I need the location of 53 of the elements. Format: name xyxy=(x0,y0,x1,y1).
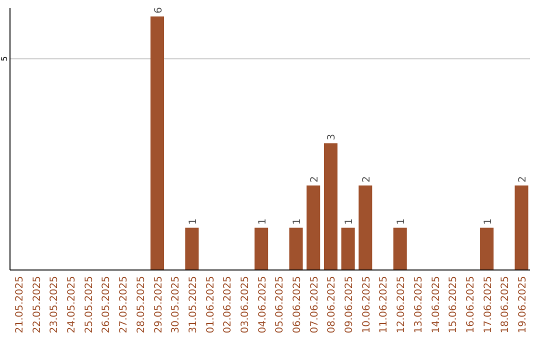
x-tick-label: 22.05.2025 xyxy=(32,276,43,334)
x-tick-label: 29.05.2025 xyxy=(153,276,164,334)
x-tick-label: 30.05.2025 xyxy=(170,276,182,334)
data-label: 1 xyxy=(292,218,304,225)
bar xyxy=(324,143,338,270)
data-label: 6 xyxy=(153,7,164,14)
x-tick-label: 01.06.2025 xyxy=(205,276,216,334)
x-tick-label: 31.05.2025 xyxy=(188,276,199,334)
y-tick-label: 5 xyxy=(0,56,9,62)
x-tick-label: 14.06.2025 xyxy=(430,276,442,334)
x-tick-label: 10.06.2025 xyxy=(361,276,372,334)
x-tick-label: 15.06.2025 xyxy=(448,276,460,334)
x-tick-label: 17.06.2025 xyxy=(482,276,494,334)
data-label: 1 xyxy=(482,218,494,225)
x-tick-label: 13.06.2025 xyxy=(413,276,424,334)
data-label: 3 xyxy=(326,134,338,140)
bar xyxy=(150,16,164,270)
x-tick-label: 08.06.2025 xyxy=(326,276,338,334)
bar xyxy=(358,185,372,270)
data-label: 1 xyxy=(257,218,268,225)
data-label: 1 xyxy=(344,218,356,225)
x-tick-label: 16.06.2025 xyxy=(465,276,476,334)
bar xyxy=(185,228,199,270)
x-tick-label: 23.05.2025 xyxy=(49,276,60,334)
data-label: 1 xyxy=(396,218,408,225)
x-tick-label: 03.06.2025 xyxy=(240,276,251,334)
bar xyxy=(254,228,268,270)
x-tick-label: 05.06.2025 xyxy=(274,276,286,334)
x-tick-label: 24.05.2025 xyxy=(66,276,78,334)
bar xyxy=(393,228,407,270)
x-tick-label: 06.06.2025 xyxy=(292,276,304,334)
bar xyxy=(480,228,494,270)
x-tick-label: 19.06.2025 xyxy=(518,276,528,334)
x-tick-label: 04.06.2025 xyxy=(257,276,268,334)
data-label: 2 xyxy=(361,176,372,182)
bar xyxy=(289,228,303,270)
x-tick-label: 28.05.2025 xyxy=(136,276,147,334)
x-tick-label: 21.05.2025 xyxy=(14,276,26,334)
x-tick-label: 02.06.2025 xyxy=(222,276,234,334)
bar xyxy=(306,185,320,270)
data-label: 2 xyxy=(309,176,320,182)
x-tick-label: 27.05.2025 xyxy=(118,276,130,334)
bar xyxy=(341,228,355,270)
bar xyxy=(514,185,528,270)
x-tick-label: 25.05.2025 xyxy=(84,276,95,334)
data-label: 1 xyxy=(188,218,199,225)
x-tick-label: 26.05.2025 xyxy=(101,276,112,334)
x-tick-label: 09.06.2025 xyxy=(344,276,356,334)
x-tick-label: 12.06.2025 xyxy=(396,276,408,334)
x-tick-label: 11.06.2025 xyxy=(378,276,390,334)
x-tick-label: 18.06.2025 xyxy=(500,276,512,334)
data-label: 2 xyxy=(518,176,528,182)
x-tick-label: 07.06.2025 xyxy=(309,276,320,334)
